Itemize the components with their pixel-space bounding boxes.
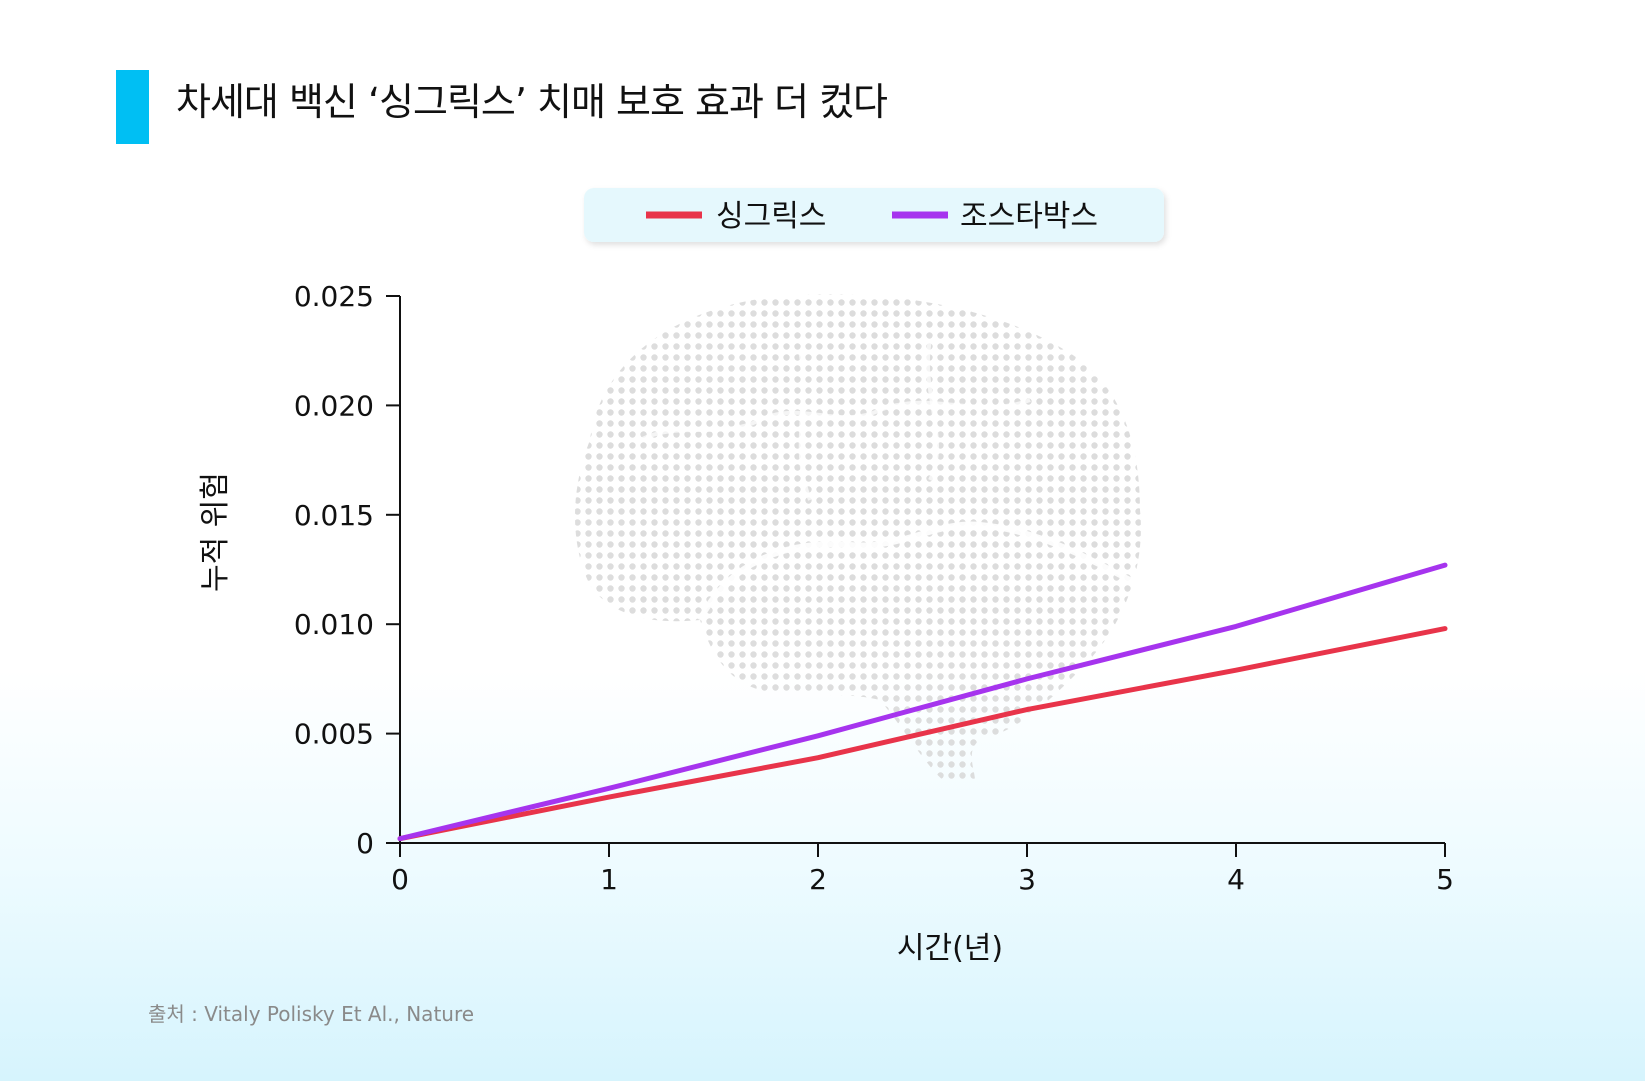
y-axis-title: 누적 위험 [198,472,233,592]
legend-label-1: 조스타박스 [960,199,1098,234]
x-tick-label: 1 [600,863,618,896]
x-tick-label: 4 [1227,863,1245,896]
title-accent-bar [116,70,149,144]
legend: 싱그릭스 조스타박스 [584,188,1164,242]
y-tick-label: 0 [356,827,374,860]
y-tick-label: 0.010 [294,608,374,641]
series-line-1 [397,562,1448,842]
x-tick-label: 2 [809,863,827,896]
x-tick-label: 5 [1436,863,1454,896]
x-tick-label: 3 [1018,863,1036,896]
x-axis-title: 시간(년) [897,931,1003,966]
y-tick-label: 0.025 [294,280,374,313]
y-tick-label: 0.005 [294,718,374,751]
legend-box [584,188,1164,242]
page-title: 차세대 백신 ‘싱그릭스’ 치매 보호 효과 더 컸다 [176,80,888,124]
source-note: 출처 : Vitaly Polisky Et Al., Nature [148,1002,475,1026]
brain-halftone-icon [575,294,1141,782]
axes [399,296,1445,844]
legend-label-0: 싱그릭스 [716,199,826,234]
y-tick-label: 0.015 [294,499,374,532]
x-tick-label: 0 [391,863,409,896]
series-line-0 [397,626,1448,842]
y-tick-label: 0.020 [294,389,374,422]
